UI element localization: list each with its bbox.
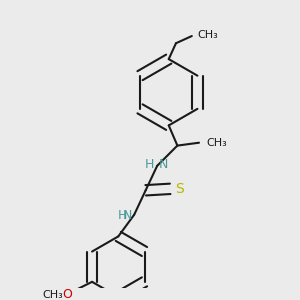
Text: N: N <box>122 209 132 222</box>
Text: H: H <box>144 158 154 171</box>
Text: H: H <box>118 209 127 222</box>
Text: O: O <box>62 288 72 300</box>
Text: CH₃: CH₃ <box>197 30 218 40</box>
Text: CH₃: CH₃ <box>206 138 227 148</box>
Text: N: N <box>159 158 168 171</box>
Text: S: S <box>176 182 184 196</box>
Text: CH₃: CH₃ <box>42 290 63 300</box>
